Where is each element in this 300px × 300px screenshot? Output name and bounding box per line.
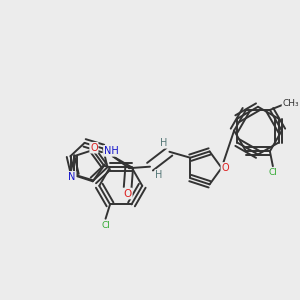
Text: H: H — [155, 170, 163, 180]
Text: Cl: Cl — [268, 168, 277, 177]
Text: H: H — [160, 138, 168, 148]
Text: O: O — [221, 163, 229, 173]
Text: CH₃: CH₃ — [282, 99, 299, 108]
Text: O: O — [90, 143, 98, 153]
Text: N: N — [68, 172, 76, 182]
Text: Cl: Cl — [101, 221, 110, 230]
Text: O: O — [124, 188, 132, 199]
Text: NH: NH — [104, 146, 119, 156]
